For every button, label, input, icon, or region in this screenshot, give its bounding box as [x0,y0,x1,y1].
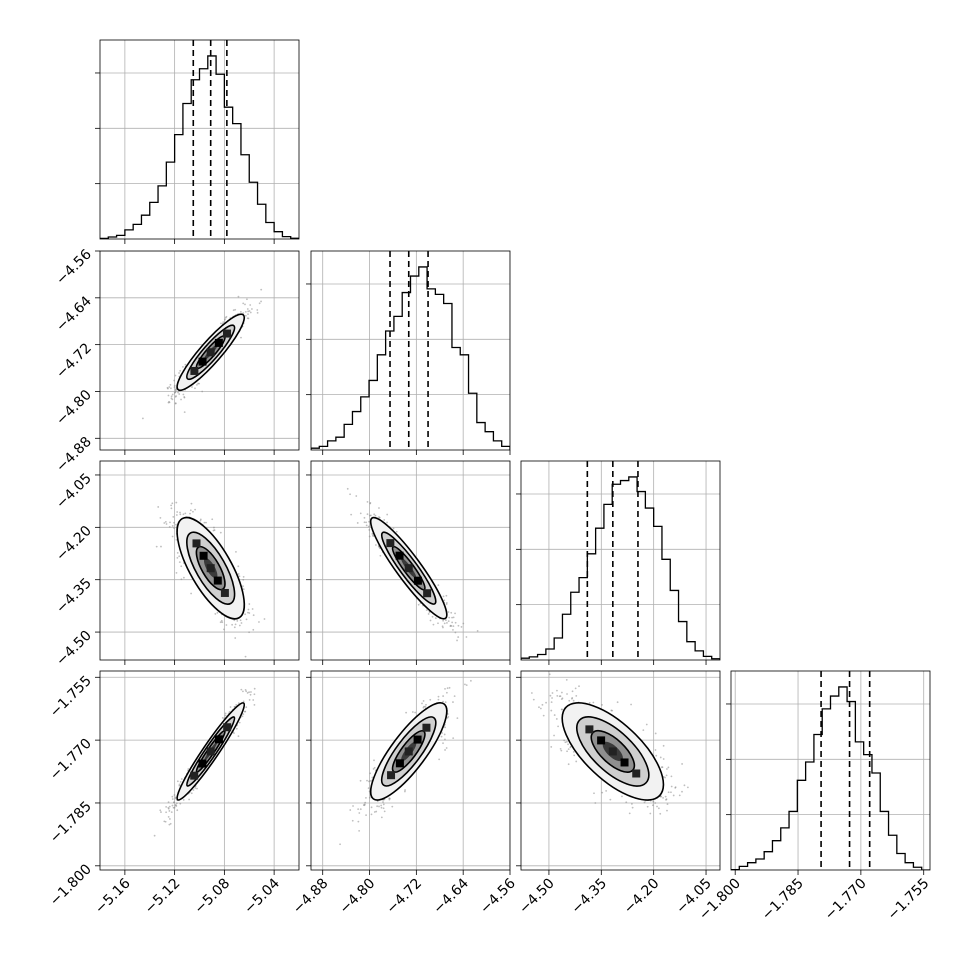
density-cell [190,366,199,375]
x-tick-label-4-2: −1.785 [759,876,807,924]
scatter-panel-1-4 [99,670,300,871]
y-tick-label-4-3: −1.770 [47,736,95,784]
x-tick-label-1-3: −5.08 [192,876,234,918]
x-tick-label-2-1: −4.88 [290,876,332,918]
histogram-step-2 [311,266,510,450]
y-tick-label-3-3: −4.20 [53,523,95,565]
density-cell [214,338,223,347]
density-cell [206,348,215,357]
y-tick-label-4-1: −1.800 [47,861,95,909]
density-cell [620,758,629,767]
x-tick-label-2-2: −4.80 [337,876,379,918]
x-tick-label-1-4: −5.04 [241,875,283,917]
histogram-step-1 [100,55,299,239]
scatter-panel-2-4 [310,670,511,871]
panel-frame [520,460,721,661]
density-cell [198,357,207,366]
panel-frame [310,460,511,661]
histogram-panel-2 [306,250,511,451]
density-cell [597,736,606,745]
x-tick-label-1-2: −5.12 [142,876,184,918]
x-tick-label-4-3: −1.770 [822,876,870,924]
y-tick-label-3-1: −4.50 [53,628,95,670]
x-tick-label-1-1: −5.16 [92,875,134,917]
density-cell [585,725,594,734]
y-tick-label-2-5: −4.56 [53,246,95,288]
density-cell [404,564,413,573]
y-tick-label-2-1: −4.88 [53,434,95,476]
density-cell [387,771,396,780]
y-tick-label-2-4: −4.64 [53,293,95,335]
histogram-step-4 [731,686,930,870]
histogram-panel-3 [516,460,721,661]
panel-frame [310,250,511,451]
density-cell [632,769,641,778]
scatter-panel-2-3 [310,460,511,661]
density-cell [395,551,404,560]
panel-frame [99,39,300,240]
panels-layer [95,39,931,871]
x-tick-label-3-3: −4.20 [621,876,663,918]
density-cell [423,589,432,598]
scatter-panel-3-4 [520,670,721,871]
density-cell [608,747,617,756]
density-cell [422,723,431,732]
density-cell [413,576,422,585]
panel-frame [99,250,300,451]
x-tick-label-4-4: −1.755 [885,876,933,924]
density-cell [220,588,229,597]
density-cell [206,564,215,573]
density-cell [404,747,413,756]
scatter-panel-1-3 [99,460,300,661]
density-cell [223,723,232,732]
density-cell [192,539,201,548]
density-cell [206,747,215,756]
density-cell [214,735,223,744]
histogram-panel-4 [726,670,931,871]
panel-frame [99,460,300,661]
panel-frame [99,670,300,871]
y-tick-label-4-4: −1.755 [47,673,95,721]
y-tick-label-4-2: −1.785 [47,798,95,846]
panel-frame [730,670,931,871]
x-tick-label-3-1: −4.50 [516,876,558,918]
density-cell [386,539,395,548]
histogram-panel-1 [95,39,300,240]
x-tick-label-3-2: −4.35 [568,876,610,918]
density-cell [190,771,199,780]
density-cell [198,759,207,768]
density-cell [222,329,231,338]
panel-frame [310,670,511,871]
density-cell [395,759,404,768]
density-cell [213,576,222,585]
y-tick-label-3-2: −4.35 [53,575,95,617]
x-tick-label-2-4: −4.64 [430,875,472,917]
density-cell [413,735,422,744]
y-tick-label-2-3: −4.72 [53,340,95,382]
density-cell [199,551,208,560]
panel-frame [520,670,721,871]
scatter-panel-1-2 [99,250,300,451]
y-tick-label-2-2: −4.80 [53,387,95,429]
histogram-step-3 [521,476,720,660]
y-tick-label-3-4: −4.05 [53,470,95,512]
x-tick-label-2-3: −4.72 [384,876,426,918]
ticks-layer: −5.16 −5.12 −5.08 −5.04 −4.88 −4.80 −4.72 −4.64… [47,239,933,923]
x-tick-label-2-5: −4.56 [477,875,519,917]
